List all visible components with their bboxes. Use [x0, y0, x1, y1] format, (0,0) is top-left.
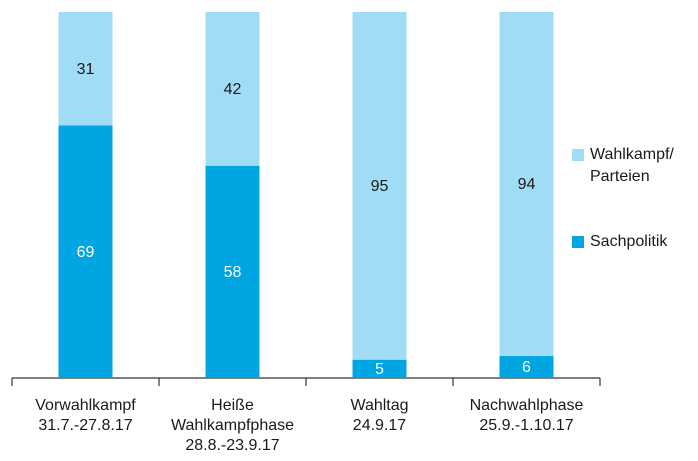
value-label: 31 — [77, 61, 95, 78]
x-tick-label: Heiße — [211, 397, 254, 414]
value-label: 95 — [371, 178, 389, 195]
x-tick-label: Wahlkampfphase — [171, 417, 294, 434]
x-tick-label: 28.8.-23.9.17 — [185, 437, 279, 454]
bar-segment — [205, 165, 260, 378]
x-tick-label: 31.7.-27.8.17 — [38, 417, 132, 434]
bar-segment — [352, 359, 407, 378]
value-label: 6 — [522, 359, 531, 376]
bar-segment — [58, 125, 113, 379]
x-tick-label: 24.9.17 — [353, 417, 406, 434]
value-label: 5 — [375, 361, 384, 378]
x-tick-label: Wahltag — [350, 397, 408, 414]
legend-swatch — [572, 236, 584, 248]
value-label: 69 — [77, 244, 95, 261]
bar-segment — [352, 12, 407, 360]
legend-label: Wahlkampf/ — [590, 146, 674, 163]
legend-label: Sachpolitik — [590, 233, 668, 250]
value-label: 42 — [224, 81, 242, 98]
x-tick-label: Nachwahlphase — [470, 397, 584, 414]
x-tick-label: Vorwahlkampf — [35, 397, 136, 414]
legend-swatch — [572, 149, 584, 161]
bar-segment — [499, 12, 554, 357]
x-tick-label: 25.9.-1.10.17 — [479, 417, 573, 434]
value-label: 58 — [224, 264, 242, 281]
bar-segment — [58, 12, 113, 126]
bar-segment — [205, 12, 260, 166]
bar-segment — [499, 356, 554, 378]
value-label: 94 — [518, 176, 536, 193]
legend-label: Parteien — [590, 168, 650, 185]
